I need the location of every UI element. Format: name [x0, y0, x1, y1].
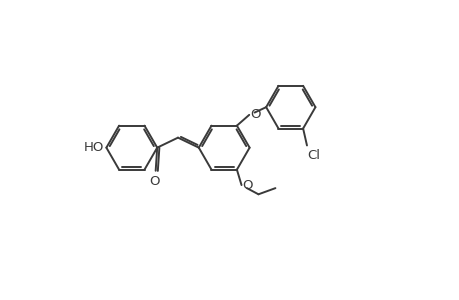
Text: O: O	[249, 108, 260, 121]
Text: O: O	[242, 178, 252, 192]
Text: O: O	[149, 176, 160, 188]
Text: Cl: Cl	[307, 148, 320, 161]
Text: HO: HO	[84, 141, 104, 154]
